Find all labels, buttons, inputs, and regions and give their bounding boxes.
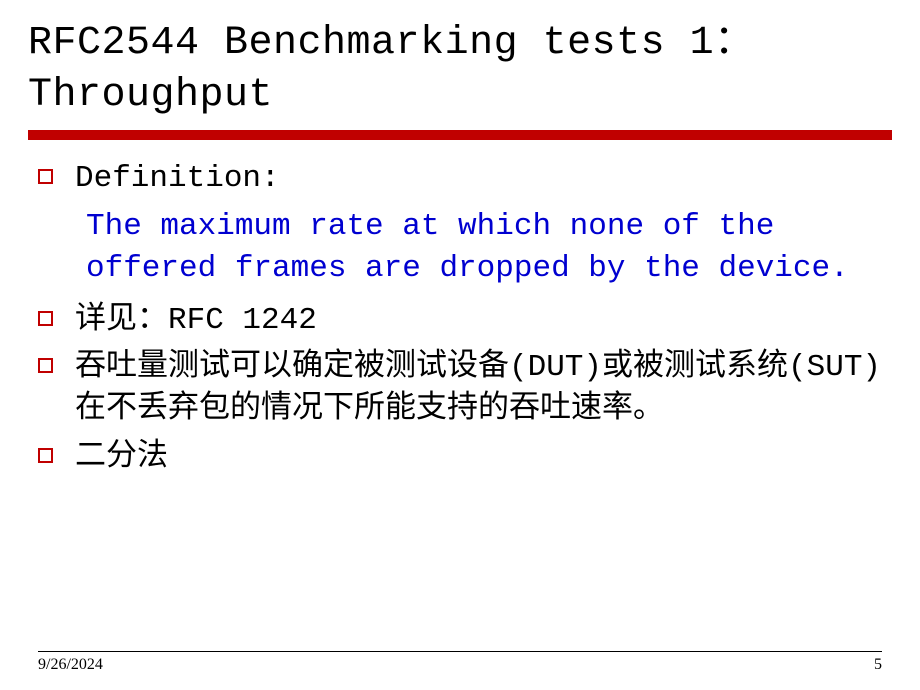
footer-row: 9/26/2024 5 <box>38 656 882 674</box>
square-bullet-icon <box>38 358 53 373</box>
title-underline <box>28 130 892 140</box>
bullet-label: 吞吐量测试可以确定被测试设备(DUT)或被测试系统(SUT)在不丢弃包的情况下所… <box>75 347 882 431</box>
title-block: RFC2544 Benchmarking tests 1： Throughput <box>0 0 920 122</box>
list-item: Definition: <box>38 158 882 200</box>
footer-page-number: 5 <box>874 656 882 674</box>
list-item: 吞吐量测试可以确定被测试设备(DUT)或被测试系统(SUT)在不丢弃包的情况下所… <box>38 347 882 431</box>
bullet-subtext: The maximum rate at which none of the of… <box>86 206 882 290</box>
slide-title-line1: RFC2544 Benchmarking tests 1： <box>28 18 892 70</box>
square-bullet-icon <box>38 448 53 463</box>
list-item: 二分法 <box>38 437 882 479</box>
footer: 9/26/2024 5 <box>0 651 920 674</box>
list-item: 详见：RFC 1242 <box>38 300 882 342</box>
bullet-label: Definition: <box>75 158 280 200</box>
bullet-label: 二分法 <box>75 437 168 479</box>
content-area: Definition: The maximum rate at which no… <box>0 140 920 479</box>
square-bullet-icon <box>38 169 53 184</box>
footer-divider <box>38 651 882 652</box>
bullet-label: 详见：RFC 1242 <box>75 300 317 342</box>
footer-date: 9/26/2024 <box>38 656 103 674</box>
slide-title-line2: Throughput <box>28 70 892 122</box>
square-bullet-icon <box>38 311 53 326</box>
